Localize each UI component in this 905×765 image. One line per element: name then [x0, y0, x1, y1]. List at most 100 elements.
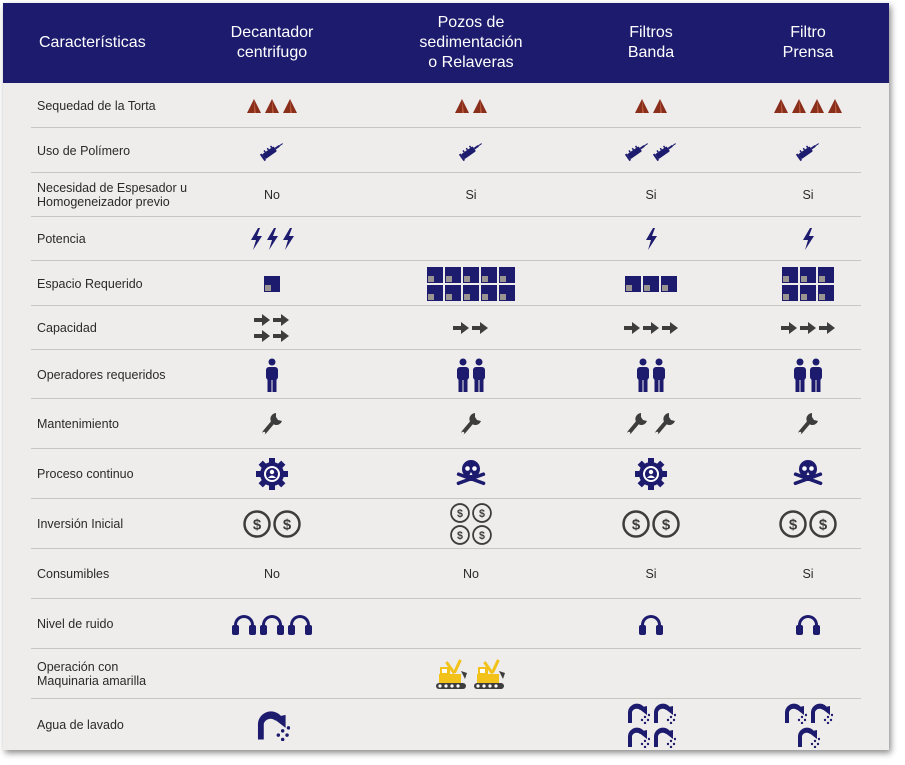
space-block-icon [625, 275, 641, 292]
space-block-icon [427, 284, 443, 301]
space-block-icon [463, 266, 479, 283]
dollar-coin-icon: $ [622, 510, 650, 538]
person-icon [653, 358, 665, 392]
cell-decantador [193, 217, 351, 261]
skull-crossbones-icon [793, 460, 823, 486]
row-label: Operadores requeridos [37, 367, 166, 382]
row-label: Espacio Requerido [37, 276, 143, 291]
cell-decantador [193, 599, 351, 649]
cell-filtros-banda [573, 699, 729, 750]
icon-group [624, 139, 678, 163]
cell-pozos [373, 217, 569, 261]
row-divider [31, 305, 861, 306]
row-label: Operación con Maquinaria amarilla [37, 660, 147, 688]
table-row: Agua de lavado [3, 699, 889, 750]
svg-text:$: $ [457, 530, 463, 542]
cone-icon [473, 98, 487, 113]
wrench-icon [627, 413, 647, 435]
cell-filtro-prensa [733, 449, 883, 499]
syringe-icon [652, 142, 676, 161]
row-divider [31, 548, 861, 549]
row-divider [31, 598, 861, 599]
cell-filtros-banda [573, 261, 729, 306]
syringe-icon [458, 142, 482, 161]
headphones-icon [288, 615, 312, 635]
svg-text:$: $ [662, 517, 671, 534]
icon-group [791, 458, 825, 490]
row-divider [31, 398, 861, 399]
cell-pozos [373, 699, 569, 750]
lightning-icon [251, 228, 262, 250]
icon-group [634, 457, 668, 491]
arrow-right-icon [254, 330, 270, 342]
icon-group [795, 410, 821, 438]
cell-pozos [373, 128, 569, 173]
header-filtros-banda: Filtros Banda [627, 24, 675, 61]
table-row: Sequedad de la Torta [3, 83, 889, 128]
person-icon [266, 358, 278, 392]
excavator-icon [436, 659, 467, 689]
cell-filtro-prensa [733, 699, 883, 750]
table-row: Capacidad [3, 306, 889, 350]
dollar-coin-icon: $ [472, 503, 492, 523]
icon-group [265, 358, 279, 392]
icon-group [611, 275, 691, 292]
row-label: Proceso continuo [37, 467, 134, 481]
row-divider [31, 648, 861, 649]
lightning-icon [803, 228, 814, 250]
arrow-right-icon [799, 322, 816, 334]
shower-icon [654, 727, 676, 748]
person-icon [810, 358, 822, 392]
cell-filtro-prensa [733, 128, 883, 173]
row-label: Nivel de ruido [37, 617, 114, 631]
row-divider [31, 260, 861, 261]
cone-icon [792, 98, 806, 113]
cell-filtros-banda: Si [573, 173, 729, 217]
svg-text:$: $ [283, 517, 292, 534]
icon-group [768, 321, 848, 335]
header-characteristics: Características [39, 34, 146, 51]
space-block-icon [499, 284, 515, 301]
row-label: Necesidad de Espesador u Homogeneizador … [37, 181, 188, 209]
cell-decantador [193, 449, 351, 499]
row-divider [31, 698, 861, 699]
space-block-icon [643, 275, 659, 292]
table-row: Nivel de ruido [3, 599, 889, 649]
dollar-coin-icon: $ [450, 503, 470, 523]
table-row: Inversión Inicial $ $ $ $ $ $ $ $ $ $ [3, 499, 889, 549]
icon-group [638, 613, 664, 635]
comparison-table: Características Decantador centrifugo Po… [3, 3, 889, 750]
icon-group [611, 321, 691, 335]
cone-icon [828, 98, 842, 113]
arrow-right-icon [273, 314, 289, 326]
cell-filtro-prensa [733, 649, 883, 699]
dollar-coin-icon: $ [652, 510, 680, 538]
person-icon [457, 358, 469, 392]
arrow-right-icon [818, 322, 835, 334]
shower-icon [257, 710, 290, 741]
cell-filtro-prensa [733, 306, 883, 350]
table-row: Operación con Maquinaria amarilla [3, 649, 889, 699]
table-row: Consumibles No No Si Si [3, 549, 889, 599]
cell-filtros-banda [573, 449, 729, 499]
row-label: Potencia [37, 232, 86, 246]
icon-group [456, 358, 486, 392]
svg-text:$: $ [632, 517, 641, 534]
icon-group [259, 410, 285, 438]
cell-filtros-banda: $ $ [573, 499, 729, 549]
syringe-icon [795, 142, 819, 161]
icon-group [454, 98, 488, 114]
space-block-icon [661, 275, 677, 292]
cell-filtros-banda [573, 649, 729, 699]
space-block-icon [499, 266, 515, 283]
space-block-icon [800, 266, 816, 283]
cell-filtro-prensa [733, 217, 883, 261]
lightning-icon [283, 228, 294, 250]
dollar-coin-icon: $ [809, 510, 837, 538]
shower-icon [811, 703, 833, 724]
cell-pozos: $ $ $ $ [373, 499, 569, 549]
icon-group [793, 358, 823, 392]
cell-filtro-prensa: $ $ [733, 499, 883, 549]
space-block-icon [818, 284, 834, 301]
table-row: Proceso continuo [3, 449, 889, 499]
